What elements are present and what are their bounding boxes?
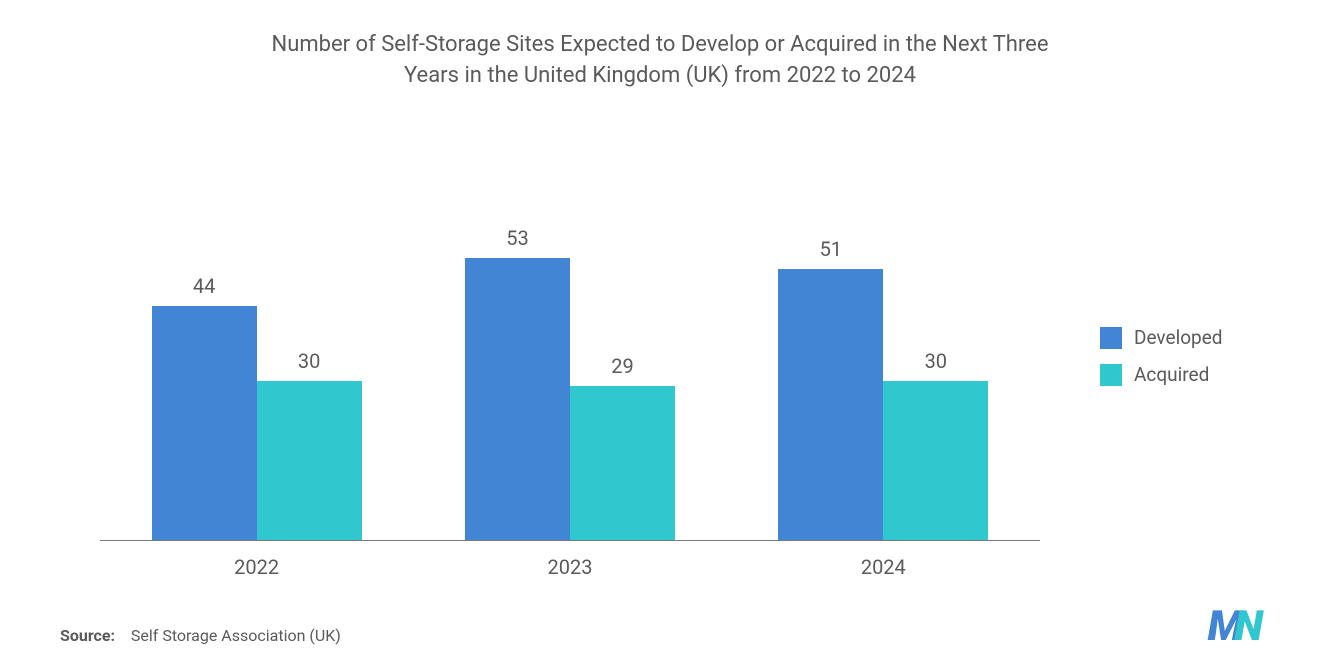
brand-logo: M N [1208,609,1260,645]
bar-value-label: 51 [820,237,842,261]
bar-value-label: 30 [298,349,320,373]
bar [570,386,675,541]
legend-label: Developed [1134,326,1223,349]
source-text: Self Storage Association (UK) [131,626,341,645]
bar-pair: 51 30 [778,237,988,541]
bar-value-label: 44 [193,274,215,298]
legend-item: Developed [1100,326,1260,349]
bar-pair: 44 30 [152,274,362,541]
legend-label: Acquired [1134,363,1209,386]
bar-wrap: 53 [465,226,570,541]
bar-group: 51 30 2024 [778,132,988,582]
source-label: Source: [60,626,115,645]
bar-wrap: 44 [152,274,257,541]
legend-swatch [1100,364,1122,386]
x-axis-label: 2024 [861,555,906,581]
source-attribution: Source: Self Storage Association (UK) [60,626,341,645]
logo-part-2: N [1234,609,1260,645]
bar [883,381,988,541]
chart-row: 44 30 2022 53 29 2023 51 30 2024 Developed Acquir… [60,132,1260,582]
bar-pair: 53 29 [465,226,675,541]
legend: Developed Acquired [1080,326,1260,386]
legend-swatch [1100,327,1122,349]
bar-value-label: 30 [925,349,947,373]
bar-wrap: 29 [570,354,675,541]
bar-value-label: 29 [611,354,633,378]
legend-item: Acquired [1100,363,1260,386]
chart-container: Number of Self-Storage Sites Expected to… [0,0,1320,665]
plot-area: 44 30 2022 53 29 2023 51 30 2024 [60,132,1080,582]
bar [152,306,257,541]
x-axis-line [100,540,1040,541]
x-axis-label: 2022 [234,555,279,581]
bar-wrap: 30 [257,349,362,541]
footer: Source: Self Storage Association (UK) M … [60,581,1260,645]
bar-wrap: 30 [883,349,988,541]
bar [465,258,570,541]
bar-wrap: 51 [778,237,883,541]
bar-group: 44 30 2022 [152,132,362,582]
bar [257,381,362,541]
bar-group: 53 29 2023 [465,132,675,582]
bar [778,269,883,541]
chart-title: Number of Self-Storage Sites Expected to… [250,30,1070,92]
bar-value-label: 53 [506,226,528,250]
x-axis-label: 2023 [548,555,593,581]
